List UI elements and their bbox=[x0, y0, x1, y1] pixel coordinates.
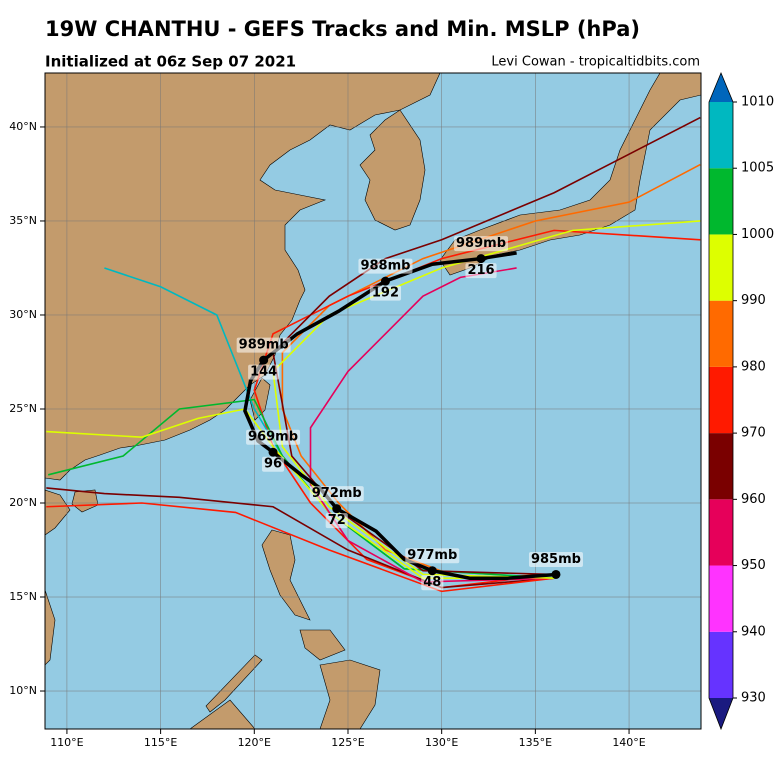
hour-label: 216 bbox=[467, 263, 494, 278]
colorbar-segment bbox=[709, 499, 733, 566]
colorbar-label: 1000 bbox=[741, 227, 774, 242]
label-box bbox=[369, 285, 402, 301]
land-visayas bbox=[299, 629, 346, 661]
mslp-label: 989mb bbox=[239, 338, 289, 353]
label-box bbox=[236, 337, 291, 353]
colorbar-label: 980 bbox=[741, 359, 766, 374]
label-box bbox=[465, 263, 497, 279]
hour-label: 192 bbox=[372, 286, 399, 301]
x-tick-label: 115°E bbox=[144, 736, 177, 749]
colorbar-label: 970 bbox=[741, 426, 766, 441]
colorbar-label: 990 bbox=[741, 293, 766, 308]
hour-label: 96 bbox=[264, 457, 282, 472]
mslp-label: 985mb bbox=[531, 552, 581, 567]
land-hainan bbox=[71, 489, 99, 513]
hour-label: 144 bbox=[250, 365, 277, 380]
label-box bbox=[528, 551, 583, 567]
hour-label: 72 bbox=[328, 513, 346, 528]
land-mindanao bbox=[319, 659, 381, 729]
label-box bbox=[358, 258, 413, 274]
colorbar-label: 950 bbox=[741, 558, 766, 573]
y-tick-label: 30°N bbox=[9, 308, 37, 321]
colorbar-label: 960 bbox=[741, 492, 766, 507]
mslp-label: 969mb bbox=[248, 430, 298, 445]
member-track bbox=[272, 116, 701, 576]
y-tick-label: 40°N bbox=[9, 120, 37, 133]
x-tick-label: 125°E bbox=[331, 736, 364, 749]
x-tick-label: 140°E bbox=[612, 736, 645, 749]
colorbar-segment bbox=[709, 366, 733, 434]
mslp-label: 977mb bbox=[407, 548, 457, 563]
y-tick-label: 20°N bbox=[9, 496, 37, 509]
y-tick-label: 25°N bbox=[9, 402, 37, 415]
member-track bbox=[309, 267, 555, 583]
colorbar-segment bbox=[709, 565, 733, 632]
land-borneo bbox=[189, 699, 256, 729]
colorbar-segment bbox=[709, 168, 733, 235]
label-box bbox=[405, 548, 460, 564]
member-track bbox=[46, 502, 555, 593]
colorbar-label: 940 bbox=[741, 624, 766, 639]
x-tick-label: 135°E bbox=[519, 736, 552, 749]
land-china bbox=[45, 73, 441, 481]
subtitle: Initialized at 06z Sep 07 2021 bbox=[45, 53, 296, 71]
label-box bbox=[421, 575, 444, 591]
mean-point bbox=[380, 276, 390, 286]
land-luzon bbox=[261, 529, 311, 621]
land-korea bbox=[359, 109, 426, 231]
x-tick-label: 120°E bbox=[238, 736, 271, 749]
colorbar-segment bbox=[709, 300, 733, 367]
colorbar-label: 930 bbox=[741, 691, 766, 706]
mslp-label: 972mb bbox=[312, 486, 362, 501]
title: 19W CHANTHU - GEFS Tracks and Min. MSLP … bbox=[45, 17, 640, 41]
mean-point bbox=[476, 254, 486, 264]
label-box bbox=[325, 513, 348, 529]
label-box bbox=[261, 456, 285, 472]
mslp-label: 989mb bbox=[456, 236, 506, 251]
member-track bbox=[47, 398, 555, 580]
colorbar-segment bbox=[709, 631, 733, 698]
member-track bbox=[46, 408, 555, 580]
label-box bbox=[246, 429, 301, 445]
label-box bbox=[309, 486, 364, 502]
colorbar-segment bbox=[709, 102, 733, 169]
colorbar-over bbox=[709, 73, 733, 102]
x-tick-label: 110°E bbox=[50, 736, 83, 749]
land-palawan bbox=[205, 654, 263, 713]
colorbar-under bbox=[709, 698, 733, 729]
mean-point bbox=[268, 447, 278, 457]
mslp-label: 988mb bbox=[360, 259, 410, 274]
colorbar-segment bbox=[709, 234, 733, 301]
x-tick-label: 130°E bbox=[425, 736, 458, 749]
mean-point bbox=[427, 566, 437, 576]
map-frame bbox=[44, 72, 702, 730]
hour-label: 48 bbox=[423, 575, 441, 590]
label-box bbox=[248, 364, 280, 380]
colorbar-label: 1010 bbox=[741, 95, 774, 110]
label-box bbox=[454, 236, 509, 252]
y-tick-label: 10°N bbox=[9, 684, 37, 697]
mean-point bbox=[332, 504, 342, 514]
colorbar-label: 1005 bbox=[741, 161, 774, 176]
colorbar-segment bbox=[709, 433, 733, 500]
y-tick-label: 35°N bbox=[9, 214, 37, 227]
y-tick-label: 15°N bbox=[9, 590, 37, 603]
map-area: 985mb 977mb 48 972mb 72 969mb 96 989mb 144 988mb 1… bbox=[45, 73, 701, 729]
credit: Levi Cowan - tropicaltidbits.com bbox=[491, 55, 700, 70]
mean-point bbox=[551, 569, 561, 579]
mean-point bbox=[259, 355, 269, 365]
land-indochina bbox=[45, 489, 71, 666]
